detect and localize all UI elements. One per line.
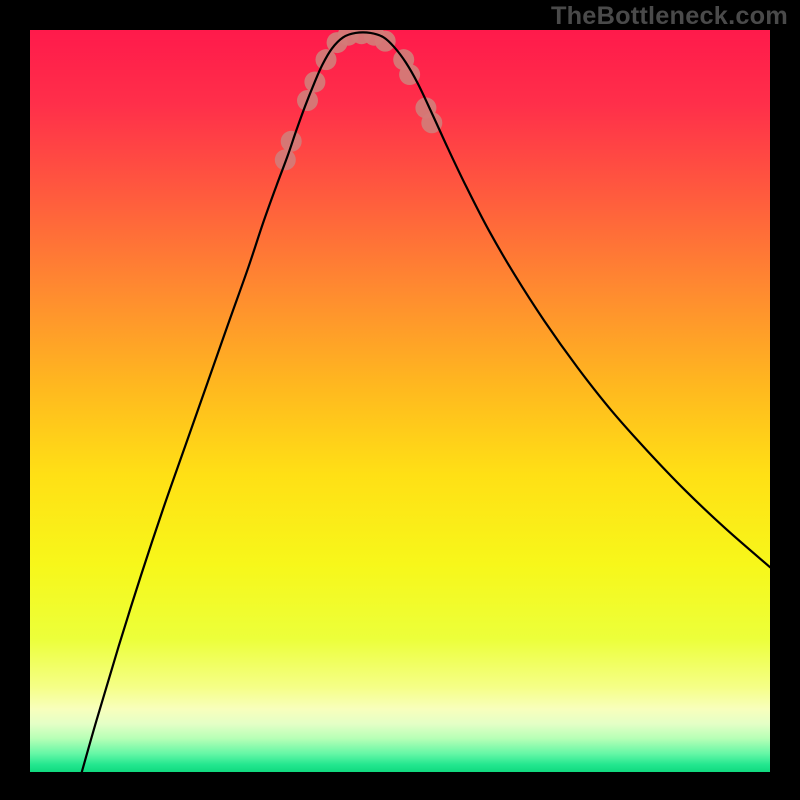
- bottleneck-curve: [82, 32, 770, 772]
- plot-area: [30, 30, 770, 772]
- chart-frame: TheBottleneck.com: [0, 0, 800, 800]
- chart-svg: [30, 30, 770, 772]
- watermark-label: TheBottleneck.com: [551, 2, 788, 31]
- bottleneck-markers: [275, 30, 443, 170]
